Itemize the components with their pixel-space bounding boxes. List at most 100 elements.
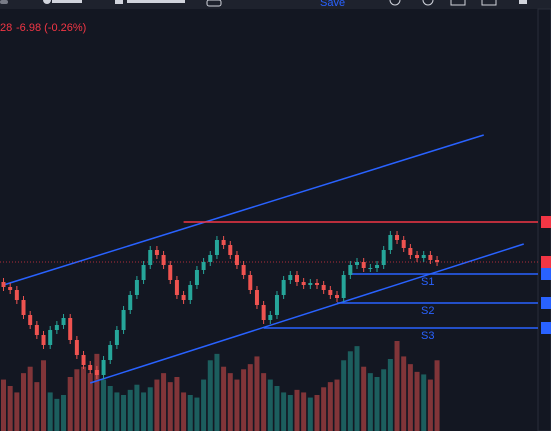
volume-bar — [147, 387, 153, 431]
volume-bar — [327, 382, 333, 431]
toolbar-icon[interactable] — [115, 0, 123, 4]
candle-body — [8, 287, 13, 290]
candle-body — [181, 295, 186, 300]
candle-body — [201, 262, 206, 270]
volume-bar — [61, 395, 67, 431]
volume-bar — [107, 386, 113, 431]
price-badge — [541, 297, 551, 309]
candle-body — [154, 250, 159, 255]
save-button[interactable]: Save — [320, 0, 345, 9]
toolbar-button[interactable] — [127, 0, 185, 3]
volume-bar — [374, 377, 380, 431]
volume-bar — [354, 346, 360, 431]
candle-body — [88, 365, 93, 370]
volume-bar — [281, 392, 287, 431]
volume-bar — [81, 366, 87, 431]
candle-body — [148, 250, 153, 265]
volume-bar — [114, 392, 120, 431]
fullscreen-icon[interactable] — [450, 0, 466, 6]
candle-body — [241, 265, 246, 275]
volume-bar — [121, 395, 127, 431]
volume-bar — [261, 373, 267, 431]
toolbar-button[interactable] — [52, 0, 82, 3]
volume-bar — [54, 398, 60, 431]
level-label: S3 — [421, 330, 434, 342]
candle-body — [74, 340, 79, 355]
toolbar — [0, 0, 551, 9]
screenshot-icon[interactable] — [481, 0, 497, 6]
volume-bar — [294, 389, 300, 431]
volume-bar — [21, 373, 27, 431]
volume-bar — [34, 382, 40, 431]
candle-body — [114, 330, 119, 345]
volume-bar — [194, 397, 200, 431]
volume-bar — [41, 360, 47, 431]
candle-body — [108, 345, 113, 360]
volume-bar — [181, 392, 187, 431]
volume-bar — [341, 360, 347, 431]
volume-bar — [301, 392, 307, 431]
candle-body — [61, 318, 66, 325]
volume-bar — [134, 384, 140, 431]
candle-body — [228, 245, 233, 255]
candle-body — [41, 335, 46, 345]
candle-body — [268, 315, 273, 320]
volume-bar — [347, 351, 353, 431]
volume-bar — [274, 386, 280, 431]
volume-bar — [187, 395, 193, 431]
settings-icon[interactable] — [422, 0, 434, 6]
volume-bar — [161, 373, 167, 431]
trend-line — [89, 243, 524, 384]
volume-bar — [387, 359, 393, 431]
candle-body — [395, 235, 400, 240]
legend-price: 28 — [0, 22, 12, 34]
volume-bar — [241, 369, 247, 431]
volume-bar — [74, 369, 80, 431]
candle-body — [408, 248, 413, 255]
trend-line — [3, 134, 484, 286]
candle-body — [435, 260, 440, 262]
volume-bar — [14, 392, 20, 431]
candle-body — [348, 265, 353, 275]
candle-body — [34, 325, 39, 335]
legend-change: -6.98 (-0.26%) — [16, 22, 86, 34]
volume-bar — [414, 371, 420, 431]
volume-bar — [367, 373, 373, 431]
candle-body — [381, 250, 386, 265]
candle-body — [415, 255, 420, 258]
layout-icon[interactable] — [519, 0, 527, 4]
volume-bar — [307, 397, 313, 431]
candle-body — [161, 255, 166, 265]
toolbar-icon[interactable] — [206, 0, 222, 7]
volume-bar — [421, 374, 427, 431]
candle-body — [68, 318, 73, 340]
volume-bar — [67, 377, 73, 431]
volume-bar — [427, 379, 433, 431]
candle-body — [335, 295, 339, 298]
candle-body — [221, 240, 226, 245]
volume-bar — [101, 379, 107, 431]
candle-body — [261, 305, 266, 320]
candle-body — [101, 360, 106, 375]
volume-bar — [407, 364, 413, 431]
candle-body — [355, 262, 360, 265]
volume-bar — [127, 389, 133, 431]
price-badge — [541, 216, 551, 228]
volume-bar — [167, 382, 173, 431]
candle-body — [288, 275, 293, 280]
candle-body — [54, 325, 59, 330]
candle-body — [234, 255, 239, 265]
volume-bar — [221, 366, 227, 431]
candle-body — [48, 330, 53, 345]
candle-body — [428, 255, 433, 260]
candle-body — [375, 265, 380, 268]
toolbar-button[interactable] — [0, 0, 8, 4]
candle-body — [274, 295, 279, 315]
volume-bar — [314, 395, 320, 431]
search-icon[interactable] — [389, 0, 401, 6]
candle-body — [361, 262, 366, 268]
toolbar-icon[interactable] — [43, 0, 51, 4]
plot: S1 S2 S3 — [0, 134, 551, 431]
price-badge — [541, 322, 551, 334]
candle-body — [208, 255, 213, 262]
